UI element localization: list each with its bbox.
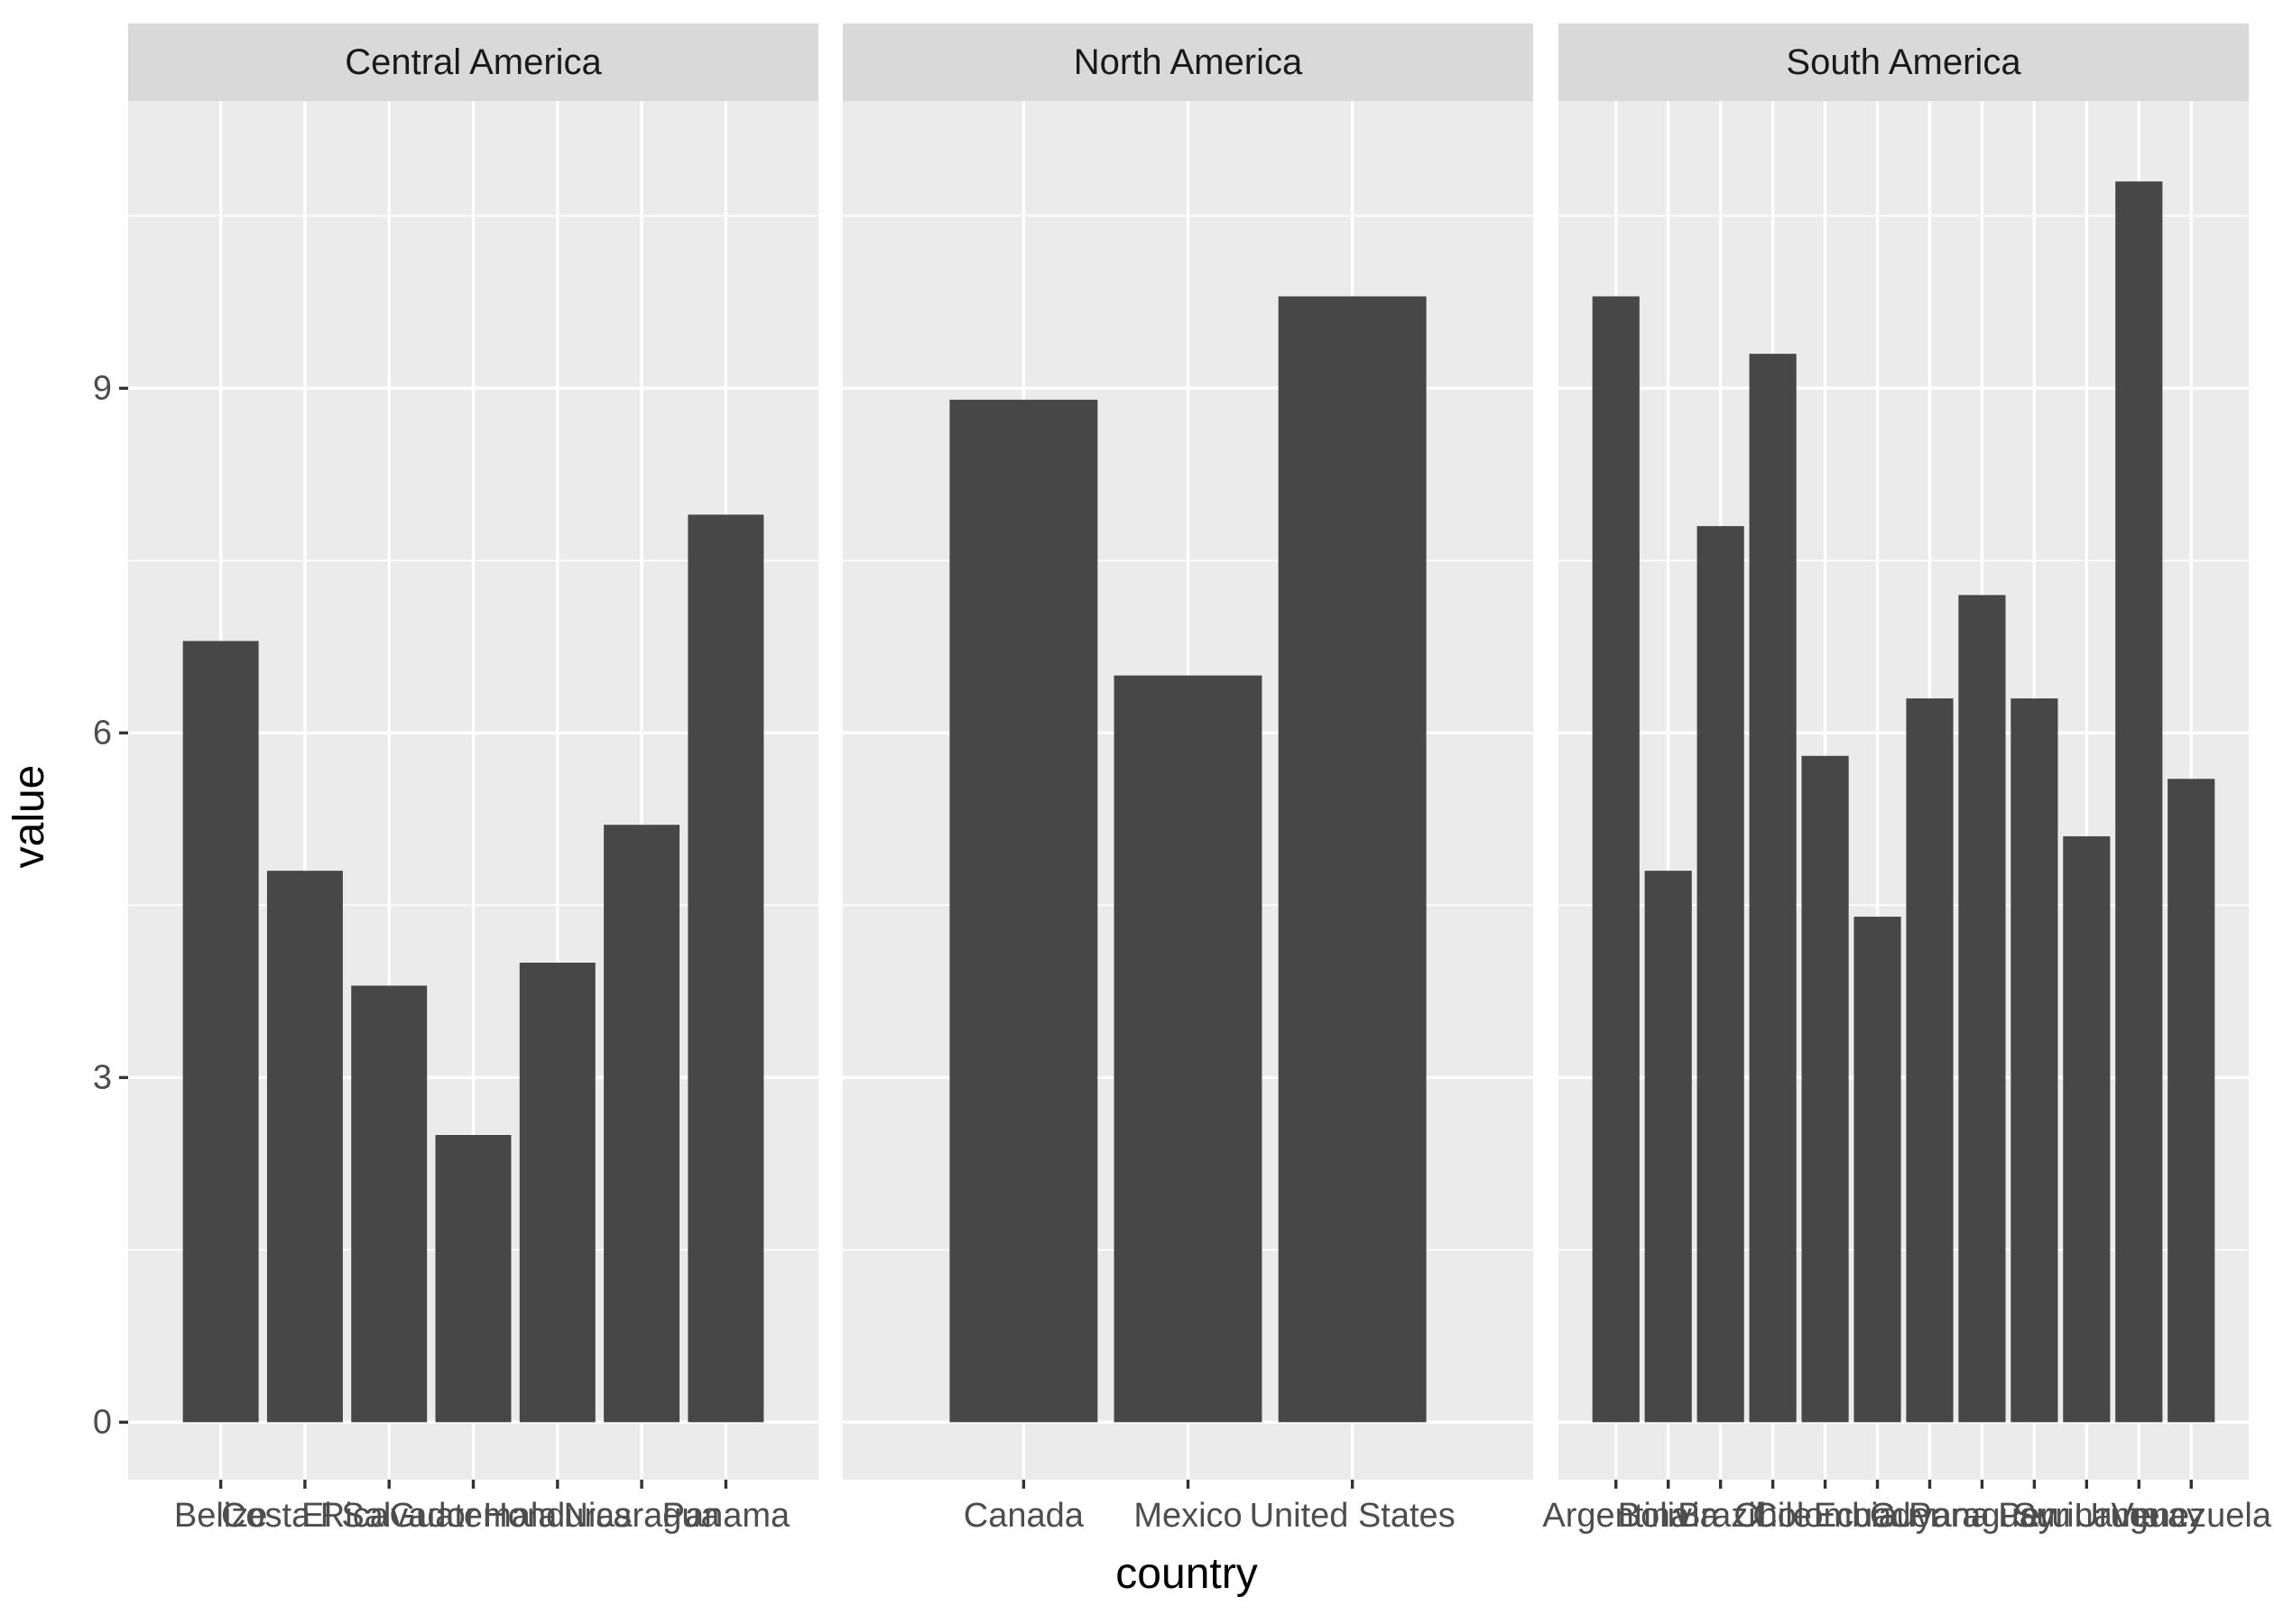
x-tick-label: Bolivia (1618, 1497, 1720, 1535)
y-tick-label: 9 (93, 369, 112, 407)
x-tick-label: Suriname (2013, 1497, 2160, 1535)
bar (2011, 698, 2058, 1423)
facet-strip (128, 23, 818, 101)
facet-title: South America (1786, 42, 2021, 82)
y-axis: 0 3 6 9 (93, 369, 128, 1441)
bar (351, 985, 428, 1423)
x-tick-label: Paraguay (1909, 1497, 2056, 1535)
bar (1644, 871, 1692, 1423)
bar (1114, 675, 1262, 1423)
x-tick-label: United States (1250, 1497, 1456, 1535)
bar (1906, 698, 1954, 1423)
y-tick-label: 0 (93, 1403, 112, 1441)
bar (2063, 835, 2111, 1423)
bar (1801, 755, 1849, 1423)
x-tick-label: Chile (1733, 1497, 1812, 1535)
facet-title: North America (1074, 42, 1303, 82)
x-tick-label: Venezuela (2112, 1497, 2272, 1535)
x-tick-label: Panama (662, 1497, 790, 1535)
x-tick-label: Nicaragua (563, 1497, 720, 1535)
facet-strip (843, 23, 1533, 101)
bar (688, 514, 764, 1423)
bar (2168, 779, 2215, 1423)
bar (1278, 296, 1427, 1423)
facet-panel: North America Canada Mexico United States (843, 23, 1533, 1535)
bar (435, 1135, 512, 1423)
x-tick-label: Uruguay (2074, 1497, 2204, 1535)
x-tick-label: Mexico (1133, 1497, 1242, 1535)
x-tick-label: Brazil (1678, 1497, 1763, 1535)
bar (1749, 354, 1797, 1423)
bar (519, 963, 596, 1423)
y-tick-label: 6 (93, 714, 112, 752)
x-axis-title: country (1115, 1550, 1257, 1598)
x-tick-label: Guyana (1870, 1497, 1991, 1535)
bar (1958, 595, 2006, 1423)
facet-title: Central America (345, 42, 602, 82)
x-tick-label: Honduras (483, 1497, 632, 1535)
bar (1853, 917, 1901, 1423)
x-tick-label: Canada (964, 1497, 1085, 1535)
bar (182, 641, 259, 1423)
bar (1696, 526, 1744, 1423)
facet-panel: South America ArgentinaBoliviaBrazilChile… (1542, 23, 2272, 1535)
bar (2115, 181, 2163, 1423)
x-tick-label: Argentina (1542, 1497, 1690, 1535)
y-axis-title: value (5, 765, 53, 869)
facet-strip (1558, 23, 2249, 101)
bar (949, 400, 1098, 1423)
bar (1592, 296, 1640, 1423)
x-tick-label: Peru (1998, 1497, 2070, 1535)
x-tick-label: Belize (174, 1497, 268, 1535)
x-tick-label: Guatemala (390, 1497, 559, 1535)
x-tick-label: Ecuador (1814, 1497, 1942, 1535)
x-tick-label: Costa Rica (221, 1497, 390, 1535)
x-tick-label: El Salvador (301, 1497, 477, 1535)
bar (604, 825, 680, 1423)
x-tick-label: Colombia (1752, 1497, 1898, 1535)
bar (266, 871, 343, 1423)
y-tick-label: 3 (93, 1058, 112, 1096)
